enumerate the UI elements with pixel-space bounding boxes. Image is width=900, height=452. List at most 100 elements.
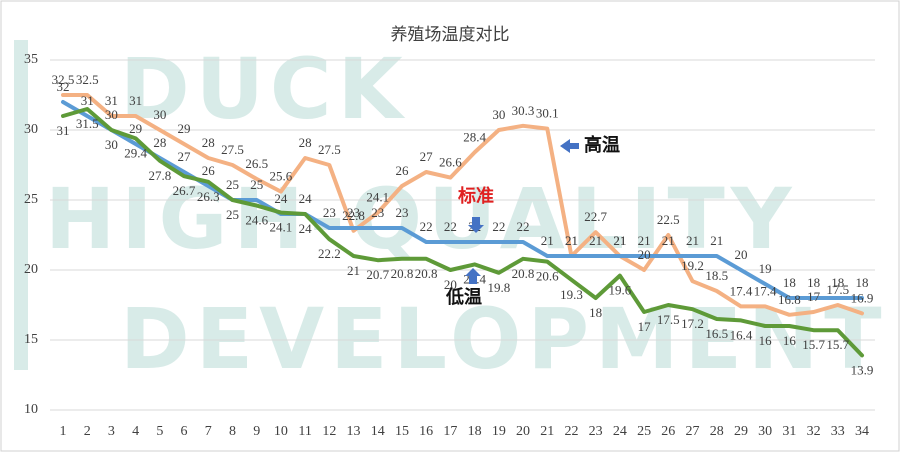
data-label: 30.3 bbox=[512, 103, 535, 118]
data-label: 22 bbox=[420, 219, 433, 234]
data-label: 16.8 bbox=[778, 292, 801, 307]
y-tick-label: 35 bbox=[24, 52, 38, 67]
x-tick-label: 16 bbox=[419, 424, 433, 439]
y-tick-label: 15 bbox=[24, 332, 38, 347]
data-label: 24 bbox=[299, 191, 313, 206]
x-tick-label: 15 bbox=[395, 424, 409, 439]
data-label: 19.3 bbox=[560, 287, 583, 302]
x-tick-label: 12 bbox=[322, 424, 336, 439]
x-tick-label: 31 bbox=[782, 424, 796, 439]
line bbox=[61, 107, 864, 358]
data-label: 22.7 bbox=[584, 209, 607, 224]
data-label: 30.1 bbox=[536, 106, 559, 121]
x-tick-label: 23 bbox=[589, 424, 603, 439]
x-tick-label: 29 bbox=[734, 424, 748, 439]
data-label: 29 bbox=[129, 121, 142, 136]
data-label: 20 bbox=[734, 247, 747, 262]
data-label: 19 bbox=[759, 261, 772, 276]
data-label: 21 bbox=[613, 233, 626, 248]
data-label: 20 bbox=[444, 277, 457, 292]
data-label: 32 bbox=[57, 79, 70, 94]
data-label: 21 bbox=[662, 233, 675, 248]
data-label: 19.2 bbox=[681, 258, 704, 273]
data-label: 22.8 bbox=[342, 208, 365, 223]
data-label: 21 bbox=[710, 233, 723, 248]
data-label: 16.5 bbox=[705, 326, 728, 341]
data-label: 17.2 bbox=[681, 316, 704, 331]
data-label: 21 bbox=[613, 233, 626, 248]
y-tick-label: 10 bbox=[24, 402, 38, 417]
x-tick-label: 4 bbox=[132, 424, 139, 439]
data-label: 17.5 bbox=[826, 282, 849, 297]
data-label: 29 bbox=[178, 121, 191, 136]
data-label: 30 bbox=[105, 137, 118, 152]
data-label: 31 bbox=[81, 93, 94, 108]
data-label: 21 bbox=[638, 233, 651, 248]
x-tick-label: 18 bbox=[468, 424, 482, 439]
data-label: 15.7 bbox=[802, 337, 825, 352]
watermark: DUCK bbox=[120, 40, 409, 138]
data-label: 17.4 bbox=[730, 283, 753, 298]
x-tick-label: 30 bbox=[758, 424, 772, 439]
data-label: 21 bbox=[347, 263, 360, 278]
data-label: 18 bbox=[783, 275, 796, 290]
data-label: 23 bbox=[395, 205, 408, 220]
data-label: 28 bbox=[299, 135, 312, 150]
y-tick-label: 20 bbox=[24, 262, 38, 277]
data-label: 25 bbox=[250, 177, 263, 192]
data-label: 27 bbox=[178, 149, 192, 164]
data-label: 31 bbox=[129, 93, 142, 108]
x-tick-label: 26 bbox=[661, 424, 675, 439]
data-label: 27 bbox=[420, 149, 434, 164]
x-tick-label: 25 bbox=[637, 424, 651, 439]
x-tick-label: 20 bbox=[516, 424, 530, 439]
annotation: 低温 bbox=[445, 286, 482, 307]
data-label: 16.4 bbox=[730, 327, 753, 342]
x-tick-label: 6 bbox=[181, 424, 188, 439]
data-label: 18 bbox=[856, 275, 869, 290]
data-label: 16 bbox=[759, 333, 773, 348]
chart-title: 养殖场温度对比 bbox=[391, 25, 510, 44]
x-tick-label: 19 bbox=[492, 424, 506, 439]
data-label: 17.5 bbox=[657, 312, 680, 327]
data-label: 18 bbox=[589, 305, 602, 320]
data-label: 27.5 bbox=[221, 142, 244, 157]
x-tick-label: 10 bbox=[274, 424, 288, 439]
data-label: 32.5 bbox=[52, 72, 75, 87]
data-label: 30 bbox=[492, 107, 505, 122]
data-label: 17 bbox=[638, 319, 652, 334]
data-label: 19.6 bbox=[609, 283, 632, 298]
data-label: 24.1 bbox=[270, 220, 293, 235]
data-label: 25.6 bbox=[270, 169, 293, 184]
x-tick-label: 8 bbox=[229, 424, 236, 439]
data-label: 22.5 bbox=[657, 212, 680, 227]
data-label: 26 bbox=[395, 163, 409, 178]
watermark-bar bbox=[14, 40, 28, 370]
x-tick-label: 7 bbox=[205, 424, 212, 439]
annotation: 高温 bbox=[584, 134, 620, 155]
x-tick-label: 32 bbox=[807, 424, 821, 439]
line bbox=[61, 93, 864, 317]
arrow bbox=[560, 139, 579, 153]
data-label: 13.9 bbox=[851, 362, 874, 377]
x-tick-label: 22 bbox=[564, 424, 578, 439]
data-label: 23 bbox=[323, 205, 336, 220]
data-label: 24 bbox=[299, 221, 313, 236]
data-label: 20.7 bbox=[366, 267, 389, 282]
data-label: 24.6 bbox=[245, 213, 268, 228]
x-tick-label: 14 bbox=[371, 424, 385, 439]
data-label: 23 bbox=[371, 205, 384, 220]
data-label: 20.6 bbox=[536, 269, 559, 284]
data-label: 20.8 bbox=[391, 266, 414, 281]
data-label: 20 bbox=[638, 247, 651, 262]
data-label: 29.4 bbox=[124, 145, 147, 160]
data-label: 18 bbox=[831, 275, 844, 290]
data-label: 26.7 bbox=[173, 183, 196, 198]
data-label: 16.9 bbox=[851, 290, 874, 305]
data-label: 26 bbox=[202, 163, 216, 178]
x-tick-label: 27 bbox=[686, 424, 700, 439]
data-label: 23 bbox=[347, 205, 360, 220]
data-label: 18 bbox=[807, 275, 820, 290]
data-label: 31 bbox=[105, 93, 118, 108]
